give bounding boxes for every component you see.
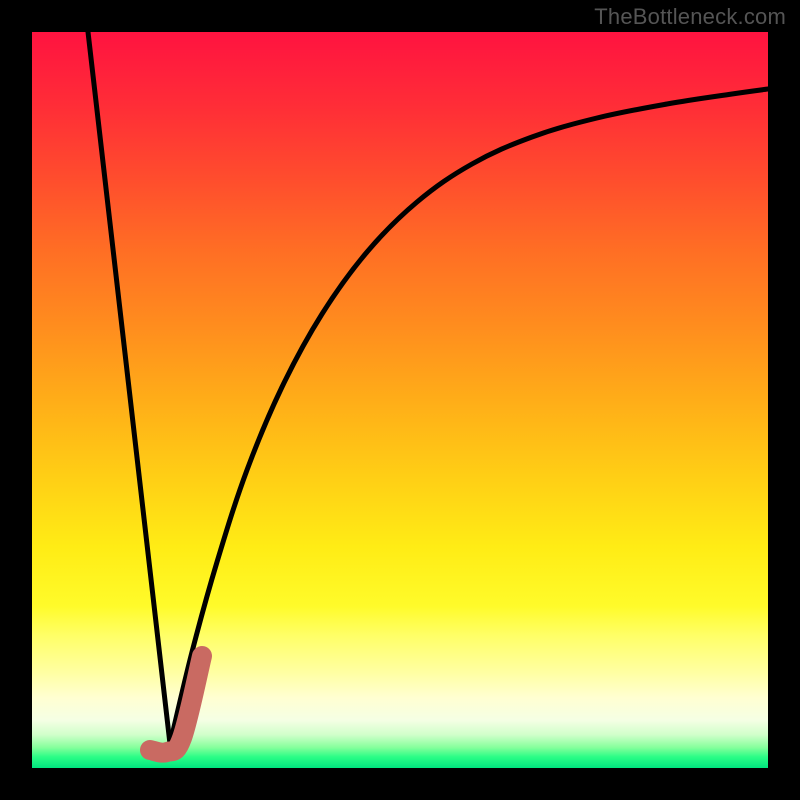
plot-area <box>32 32 768 768</box>
chart-container: TheBottleneck.com <box>0 0 800 800</box>
gradient-background <box>32 32 768 768</box>
watermark-text: TheBottleneck.com <box>594 4 786 30</box>
plot-svg <box>32 32 768 768</box>
